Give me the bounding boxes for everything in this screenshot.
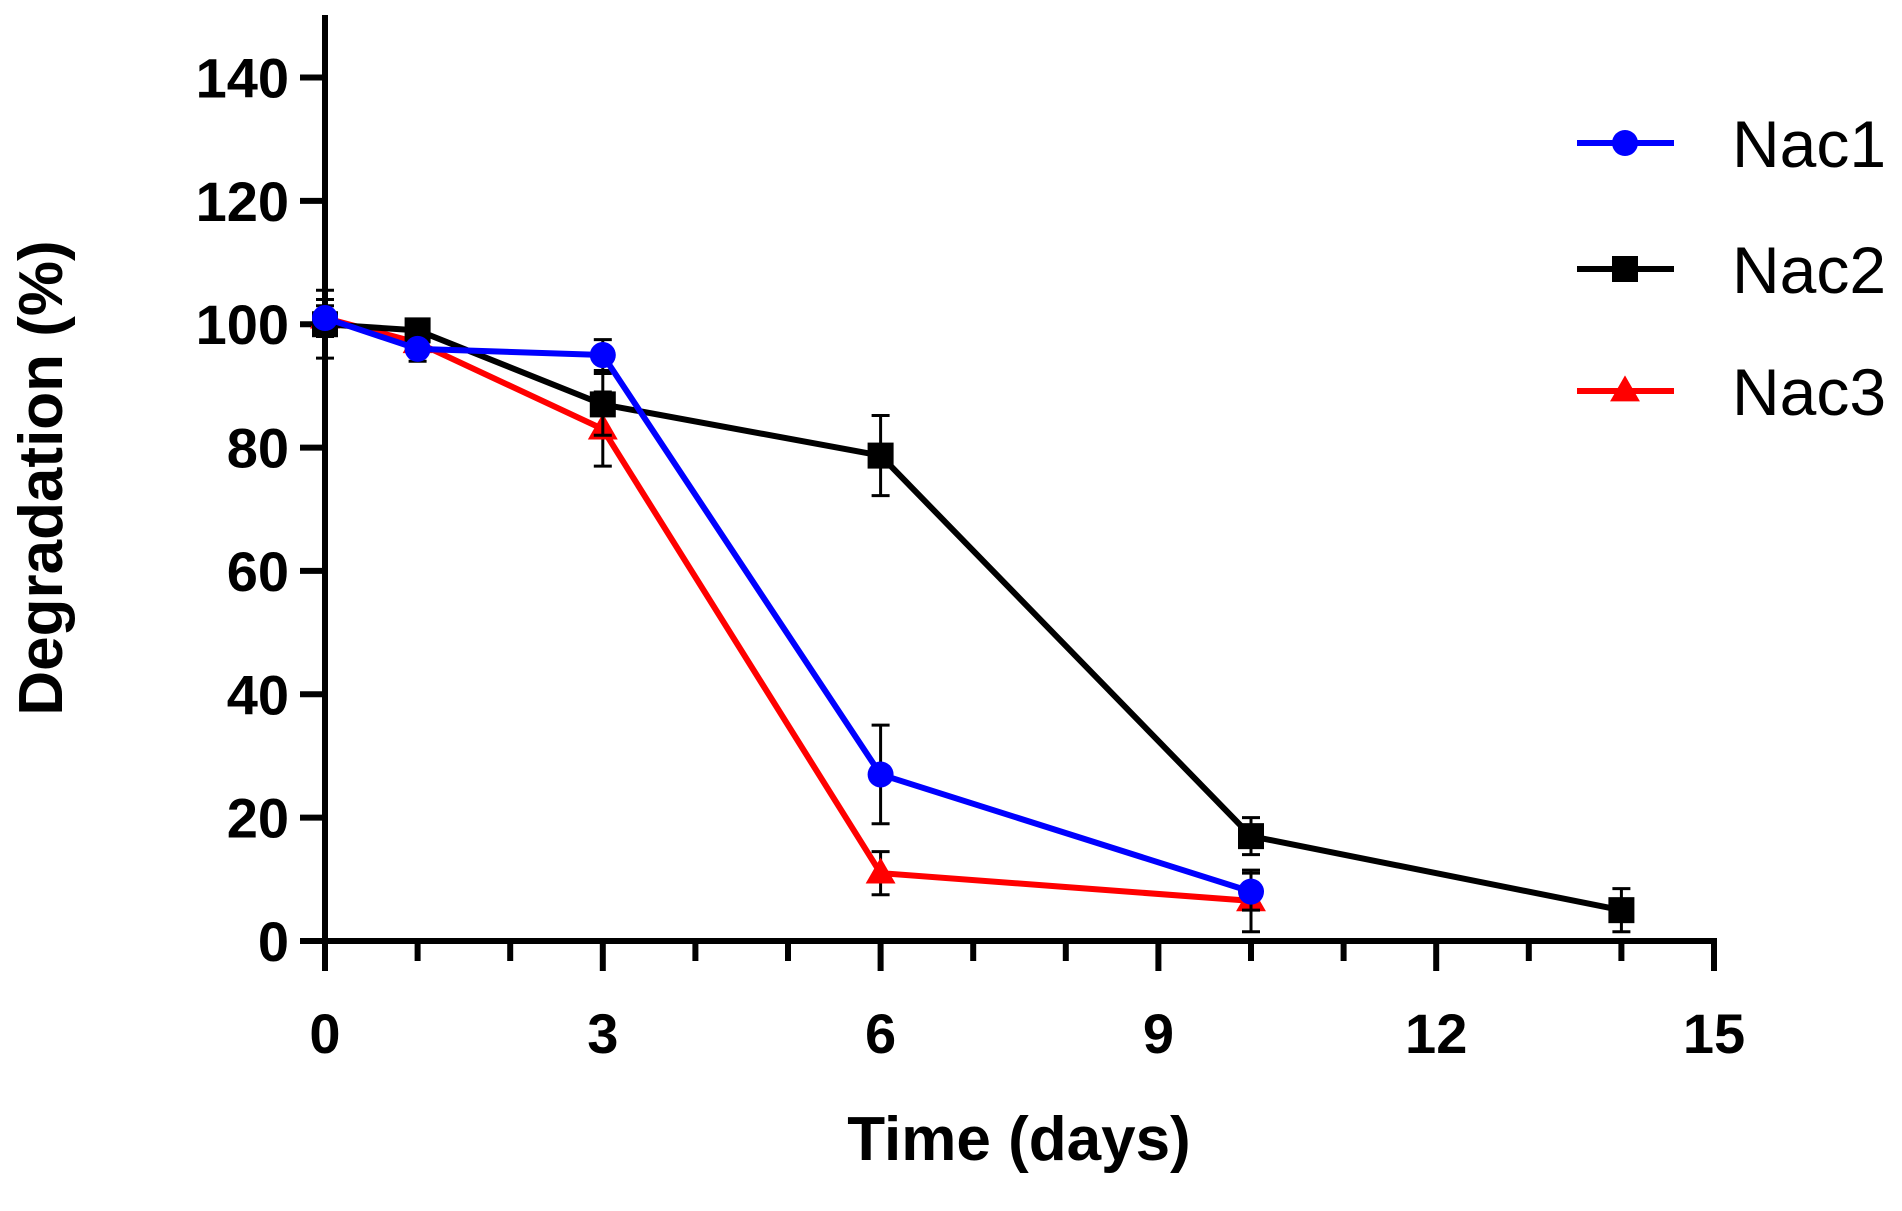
- data-point: [865, 857, 896, 884]
- y-tick-label: 40: [227, 663, 289, 726]
- data-point: [1238, 878, 1264, 905]
- y-tick-label: 0: [258, 910, 289, 973]
- data-point: [1608, 897, 1635, 924]
- x-axis-title: Time (days): [847, 1105, 1190, 1174]
- data-point: [589, 391, 616, 418]
- x-tick-label: 12: [1405, 1002, 1467, 1065]
- legend-label: Nac1: [1732, 107, 1886, 181]
- x-tick-label: 3: [587, 1002, 618, 1065]
- series-nac2: [312, 288, 1635, 934]
- y-tick-label: 140: [196, 47, 289, 110]
- legend-item-nac1: Nac1: [1577, 107, 1886, 181]
- legend-label: Nac2: [1732, 233, 1886, 307]
- data-point: [404, 335, 431, 362]
- legend-item-nac3: Nac3: [1577, 355, 1886, 429]
- data-point: [589, 342, 616, 369]
- x-tick-label: 9: [1143, 1002, 1174, 1065]
- legend-marker: [1612, 130, 1638, 156]
- y-tick-label: 60: [227, 540, 289, 603]
- legend-marker: [1610, 375, 1640, 402]
- y-tick-label: 80: [227, 417, 289, 480]
- series-line: [324, 315, 1252, 904]
- y-axis-title: Degradation (%): [7, 240, 76, 715]
- y-tick-label: 20: [227, 787, 289, 850]
- series-nac1: [312, 298, 1264, 912]
- legend-label: Nac3: [1732, 355, 1886, 429]
- legend-marker: [1612, 256, 1638, 282]
- series-line: [324, 321, 1622, 914]
- x-tick-label: 6: [865, 1002, 896, 1065]
- data-point: [867, 761, 894, 788]
- data-point: [312, 305, 338, 332]
- x-tick-label: 0: [309, 1002, 340, 1065]
- y-tick-label: 100: [196, 293, 289, 356]
- series-line: [324, 315, 1252, 895]
- series-nac3: [310, 302, 1266, 934]
- data-point: [867, 442, 894, 469]
- y-tick-label: 120: [196, 170, 289, 233]
- legend-item-nac2: Nac2: [1577, 233, 1886, 307]
- x-tick-label: 15: [1683, 1002, 1745, 1065]
- data-point: [1238, 823, 1264, 850]
